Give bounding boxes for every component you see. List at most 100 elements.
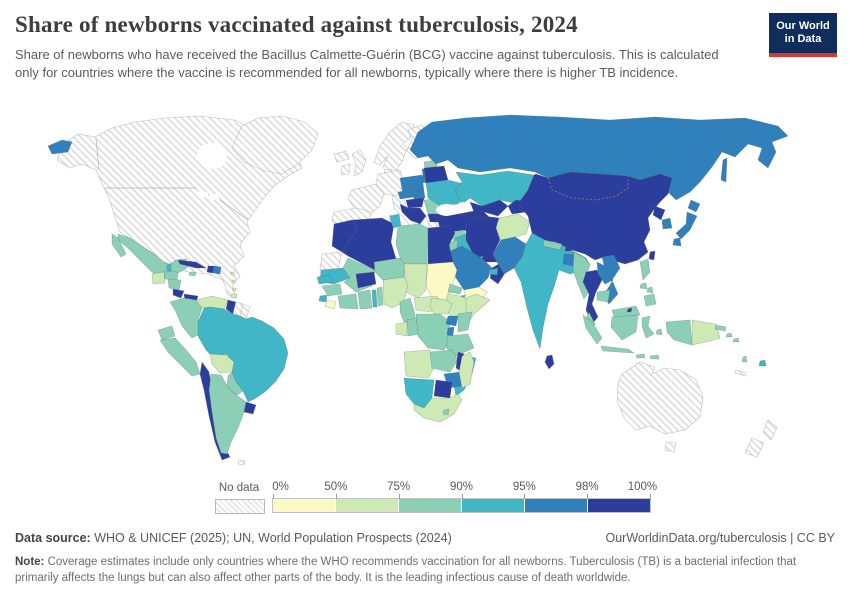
region-new-zealand-south[interactable]	[744, 437, 765, 458]
region-uruguay[interactable]	[243, 401, 257, 415]
legend-swatch-50–75%[interactable]	[336, 499, 399, 512]
region-jamaica[interactable]	[188, 271, 197, 277]
region-senegal[interactable]	[316, 274, 334, 285]
owid-logo[interactable]: Our World in Data	[769, 13, 837, 57]
region-balkans[interactable]	[399, 203, 427, 225]
region-rwanda-burundi[interactable]	[446, 326, 455, 337]
data-source-text[interactable]: WHO & UNICEF (2025); UN, World Populatio…	[90, 531, 452, 545]
region-costa-rica[interactable]	[172, 288, 185, 299]
region-philippines-mindanao[interactable]	[643, 293, 657, 307]
region-angola[interactable]	[403, 349, 435, 379]
region-japan-kyushu[interactable]	[672, 237, 682, 247]
region-cuba[interactable]	[177, 259, 208, 269]
region-united-kingdom[interactable]	[351, 149, 367, 177]
region-chad[interactable]	[403, 263, 428, 299]
region-vanuatu[interactable]	[741, 355, 748, 363]
legend-swatch-98–100%[interactable]	[588, 499, 650, 512]
owid-url[interactable]: OurWorldinData.org/tuberculosis | CC BY	[605, 531, 836, 545]
legend-swatch-75–90%[interactable]	[399, 499, 462, 512]
region-cambodia[interactable]	[596, 289, 611, 303]
region-guatemala[interactable]	[151, 271, 166, 285]
region-lesotho[interactable]	[442, 408, 450, 416]
region-bhutan[interactable]	[564, 245, 573, 252]
region-taiwan[interactable]	[648, 250, 656, 261]
region-hungary[interactable]	[405, 197, 425, 209]
region-tasmania[interactable]	[664, 441, 677, 453]
region-new-zealand-north[interactable]	[762, 419, 778, 441]
region-indonesia-sumatra[interactable]	[582, 314, 603, 345]
region-norway-sweden[interactable]	[373, 121, 415, 175]
region-new-caledonia[interactable]	[734, 369, 747, 377]
no-data-swatch[interactable]	[215, 499, 265, 514]
region-uganda[interactable]	[445, 315, 459, 327]
region-falkland-islands[interactable]	[237, 459, 246, 466]
region-sakhalin[interactable]	[720, 157, 728, 183]
region-argentina[interactable]	[208, 373, 247, 455]
region-dominican-republic[interactable]	[212, 265, 222, 275]
legend-color-bar[interactable]	[272, 498, 651, 513]
region-somalia[interactable]	[465, 293, 491, 325]
region-niger[interactable]	[373, 257, 406, 281]
region-north-korea[interactable]	[652, 205, 666, 221]
region-indonesia-java[interactable]	[600, 345, 636, 354]
region-guinea[interactable]	[321, 283, 343, 297]
region-south-korea[interactable]	[661, 217, 673, 230]
region-indonesia-maluku[interactable]	[655, 328, 663, 336]
region-indonesia-west-papua[interactable]	[665, 319, 693, 346]
region-brunei[interactable]	[626, 307, 633, 313]
region-iceland[interactable]	[333, 150, 350, 163]
region-malaysia-borneo[interactable]	[611, 305, 641, 318]
region-gabon[interactable]	[395, 321, 408, 337]
region-indonesia-sulawesi[interactable]	[641, 315, 655, 339]
region-solomon-islands[interactable]	[725, 332, 740, 343]
region-togo[interactable]	[371, 289, 378, 308]
region-kenya[interactable]	[457, 311, 473, 333]
region-russia-chukotka[interactable]	[47, 139, 73, 155]
region-canada-usa[interactable]	[56, 115, 303, 299]
region-mexico-baja[interactable]	[111, 233, 127, 258]
region-sri-lanka[interactable]	[544, 354, 555, 370]
region-ghana[interactable]	[357, 289, 373, 310]
region-south-sudan[interactable]	[429, 297, 453, 315]
region-philippines-luzon[interactable]	[639, 258, 651, 281]
region-peru[interactable]	[159, 337, 201, 377]
region-philippines-visayas[interactable]	[639, 282, 654, 294]
region-botswana[interactable]	[433, 379, 453, 399]
region-ireland[interactable]	[340, 163, 351, 176]
region-eritrea[interactable]	[447, 283, 463, 295]
region-ecuador[interactable]	[157, 325, 176, 341]
region-libya[interactable]	[395, 223, 429, 265]
region-madagascar[interactable]	[458, 351, 475, 389]
region-sierra-leone[interactable]	[318, 294, 328, 303]
legend-swatch-0–50%[interactable]	[273, 499, 336, 512]
region-china[interactable]	[517, 171, 673, 265]
region-lesser-antilles[interactable]	[230, 271, 237, 292]
region-honduras[interactable]	[163, 270, 179, 281]
region-uae[interactable]	[488, 267, 499, 276]
region-greenland[interactable]	[231, 115, 319, 175]
region-nicaragua[interactable]	[167, 278, 182, 291]
region-belize[interactable]	[166, 263, 172, 272]
region-burkina-faso[interactable]	[355, 271, 377, 289]
region-japan-hokkaido[interactable]	[687, 199, 701, 213]
region-russia[interactable]	[409, 114, 789, 201]
region-bangladesh[interactable]	[562, 253, 575, 267]
region-new-britain[interactable]	[714, 324, 727, 332]
region-paraguay[interactable]	[226, 371, 244, 396]
legend-swatch-90–95%[interactable]	[462, 499, 525, 512]
region-liberia[interactable]	[324, 299, 337, 310]
legend-swatch-95–98%[interactable]	[525, 499, 588, 512]
region-japan-honshu[interactable]	[675, 211, 698, 240]
region-afghanistan[interactable]	[495, 213, 531, 241]
region-fiji[interactable]	[758, 359, 767, 367]
region-cote-divoire[interactable]	[337, 293, 359, 310]
region-zambia[interactable]	[429, 349, 459, 373]
region-slovakia[interactable]	[411, 190, 426, 200]
region-nepal[interactable]	[542, 239, 563, 251]
region-indonesia-kalimantan[interactable]	[610, 314, 639, 341]
region-sudan[interactable]	[425, 261, 458, 301]
region-trinidad[interactable]	[230, 293, 238, 299]
region-tanzania[interactable]	[445, 333, 475, 357]
region-australia[interactable]	[616, 361, 704, 435]
region-western-sahara[interactable]	[319, 251, 343, 271]
